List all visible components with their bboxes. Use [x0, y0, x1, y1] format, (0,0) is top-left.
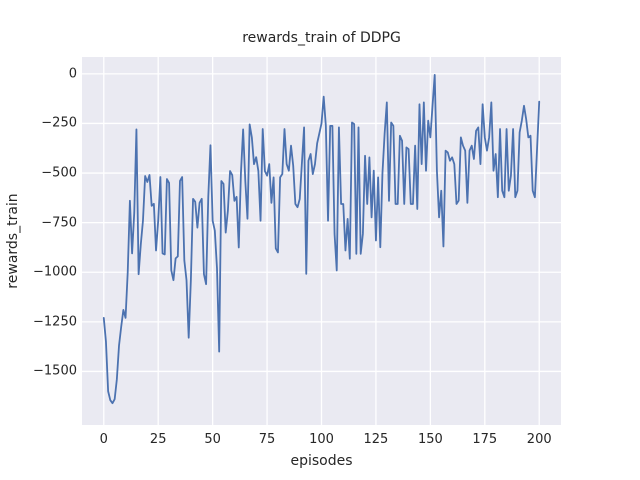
x-tick-label: 50 — [204, 432, 221, 447]
chart-canvas — [82, 57, 561, 425]
x-tick-label: 25 — [149, 432, 167, 447]
x-tick-label: 75 — [258, 432, 276, 447]
gridlines — [82, 57, 561, 425]
y-tick-label: −500 — [41, 165, 77, 181]
line-rewards_train — [102, 73, 541, 405]
series-line-rewards-train — [102, 73, 541, 405]
x-axis-label: episodes — [290, 453, 353, 469]
x-tick-label: 0 — [99, 432, 108, 447]
x-tick-label: 200 — [526, 432, 552, 447]
plot-area — [82, 57, 561, 425]
y-axis-label: rewards_train — [5, 193, 21, 289]
y-tick-label: −250 — [41, 115, 77, 131]
y-tick-label: −1250 — [33, 314, 77, 330]
y-tick-label: −1500 — [33, 363, 77, 379]
x-tick-label: 150 — [417, 432, 443, 447]
x-tick-label: 175 — [472, 432, 498, 447]
chart-title: rewards_train of DDPG — [242, 30, 401, 46]
y-tick-label: −750 — [41, 215, 77, 231]
y-tick-label: 0 — [68, 66, 77, 82]
x-tick-label: 100 — [309, 432, 334, 447]
y-tick-label: −1000 — [33, 264, 77, 280]
x-tick-label: 125 — [363, 432, 389, 447]
